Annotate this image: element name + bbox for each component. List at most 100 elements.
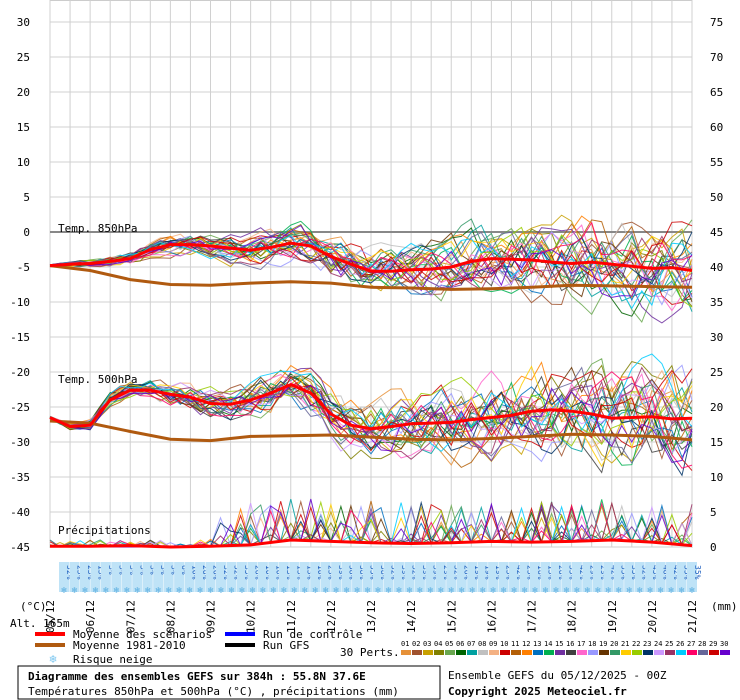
pert-swatch bbox=[610, 650, 620, 655]
snowflake-icon: ❄ bbox=[386, 586, 392, 596]
pert-swatch bbox=[544, 650, 554, 655]
snow-risk-bar bbox=[289, 562, 300, 592]
pert-number: 27 bbox=[687, 640, 695, 648]
y-unit-right: (mm) bbox=[711, 600, 738, 613]
pert-number: 05 bbox=[445, 640, 453, 648]
legend-label: Run GFS bbox=[263, 639, 309, 652]
member-line bbox=[49, 231, 693, 285]
snowflake-icon: ❄ bbox=[585, 586, 591, 596]
snow-risk-bar bbox=[373, 562, 383, 592]
y-right-tick-label: 25 bbox=[710, 366, 723, 379]
snowflake-icon: ❄ bbox=[417, 586, 423, 596]
snowflake-icon: ❄ bbox=[689, 586, 695, 596]
pert-swatch bbox=[423, 650, 433, 655]
snow-risk-bar bbox=[425, 562, 436, 592]
y-left-tick-label: -35 bbox=[10, 471, 30, 484]
snowflake-icon: ❄ bbox=[49, 652, 56, 666]
snow-risk-bar bbox=[90, 562, 101, 592]
pert-number: 23 bbox=[643, 640, 651, 648]
snowflake-icon: ❄ bbox=[333, 586, 339, 596]
y-left-tick-label: 10 bbox=[17, 156, 30, 169]
snow-risk-bar bbox=[299, 562, 310, 592]
copyright: Copyright 2025 Meteociel.fr bbox=[448, 685, 627, 698]
snow-risk-bar bbox=[121, 562, 132, 592]
y-left-tick-label: -10 bbox=[10, 296, 30, 309]
snowflake-icon: ❄ bbox=[626, 586, 632, 596]
snowflake-icon: ❄ bbox=[312, 586, 318, 596]
pert-number: 22 bbox=[632, 640, 640, 648]
snow-risk-bar bbox=[561, 562, 572, 592]
snow-risk-bar bbox=[174, 562, 185, 592]
snow-risk-bar bbox=[477, 562, 488, 592]
pert-swatch bbox=[511, 650, 521, 655]
snow-risk-bar bbox=[435, 562, 446, 592]
snowflake-icon: ❄ bbox=[302, 586, 308, 596]
panel-label-precip: Précipitations bbox=[58, 524, 151, 537]
y-right-tick-label: 75 bbox=[710, 16, 723, 29]
pert-number: 19 bbox=[599, 640, 607, 648]
snow-risk-bar bbox=[69, 562, 80, 592]
snow-risk-bar bbox=[383, 562, 394, 592]
snowflake-icon: ❄ bbox=[449, 586, 455, 596]
pert-swatch bbox=[599, 650, 609, 655]
snowflake-icon: ❄ bbox=[166, 586, 172, 596]
snowflake-icon: ❄ bbox=[124, 586, 130, 596]
panel-label-500: Temp. 500hPa bbox=[58, 373, 137, 386]
pert-swatch bbox=[489, 650, 499, 655]
x-axis-dates: 05/12 06/12 07/12 08/12 09/12 10/12 11/12 12/12… bbox=[44, 600, 699, 633]
snowflake-icon: ❄ bbox=[176, 586, 182, 596]
snowflake-icon: ❄ bbox=[543, 586, 549, 596]
pert-swatch bbox=[698, 650, 708, 655]
snow-risk-bar bbox=[132, 562, 143, 592]
y-left-tick-label: 0 bbox=[23, 226, 30, 239]
snowflake-icon: ❄ bbox=[647, 586, 653, 596]
snowflake-icon: ❄ bbox=[72, 586, 78, 596]
pert-swatch bbox=[654, 650, 664, 655]
snowflake-icon: ❄ bbox=[61, 586, 67, 596]
snow-risk-bar bbox=[79, 562, 90, 592]
x-date-label: 21/12 bbox=[686, 600, 699, 633]
pert-swatch bbox=[456, 650, 466, 655]
pert-swatch bbox=[621, 650, 631, 655]
y-right-tick-label: 20 bbox=[710, 401, 723, 414]
member-line bbox=[49, 231, 693, 296]
pert-swatch bbox=[588, 650, 598, 655]
snow-risk-bar bbox=[488, 562, 499, 592]
y-right-tick-label: 35 bbox=[710, 296, 723, 309]
y-left-tick-label: 30 bbox=[17, 16, 30, 29]
snowflake-icon: ❄ bbox=[438, 586, 444, 596]
x-date-label: 06/12 bbox=[84, 600, 97, 633]
member-line bbox=[49, 221, 693, 283]
pert-number: 26 bbox=[676, 640, 684, 648]
pert-number: 21 bbox=[621, 640, 629, 648]
snow-risk-bar bbox=[655, 562, 666, 592]
snowflake-icon: ❄ bbox=[595, 586, 601, 596]
panel-label-850: Temp. 850hPa bbox=[58, 222, 137, 235]
snowflake-icon: ❄ bbox=[229, 586, 235, 596]
snowflake-icon: ❄ bbox=[532, 586, 538, 596]
pert-number: 04 bbox=[434, 640, 442, 648]
pert-number: 07 bbox=[467, 640, 475, 648]
pert-number: 13 bbox=[533, 640, 541, 648]
pert-number: 28 bbox=[698, 640, 706, 648]
snow-risk-bar bbox=[331, 562, 342, 592]
snowflake-icon: ❄ bbox=[239, 586, 245, 596]
y-right-tick-label: 45 bbox=[710, 226, 723, 239]
pert-number: 16 bbox=[566, 640, 574, 648]
snow-risk-bar bbox=[592, 562, 603, 592]
snowflake-icon: ❄ bbox=[490, 586, 496, 596]
x-date-label: 15/12 bbox=[445, 600, 458, 633]
pert-number: 03 bbox=[423, 640, 431, 648]
y-right-tick-label: 30 bbox=[710, 331, 723, 344]
snow-risk-bar bbox=[404, 562, 415, 592]
y-left-tick-label: -45 bbox=[10, 541, 30, 554]
pert-number: 20 bbox=[610, 640, 618, 648]
x-date-label: 08/12 bbox=[164, 600, 177, 633]
snowflake-icon: ❄ bbox=[396, 586, 402, 596]
snow-risk-bar bbox=[195, 562, 206, 592]
snowflake-icon: ❄ bbox=[114, 586, 120, 596]
altitude-label: Alt. 165m bbox=[10, 617, 70, 630]
x-date-label: 14/12 bbox=[405, 600, 418, 633]
snowflake-icon: ❄ bbox=[145, 586, 151, 596]
